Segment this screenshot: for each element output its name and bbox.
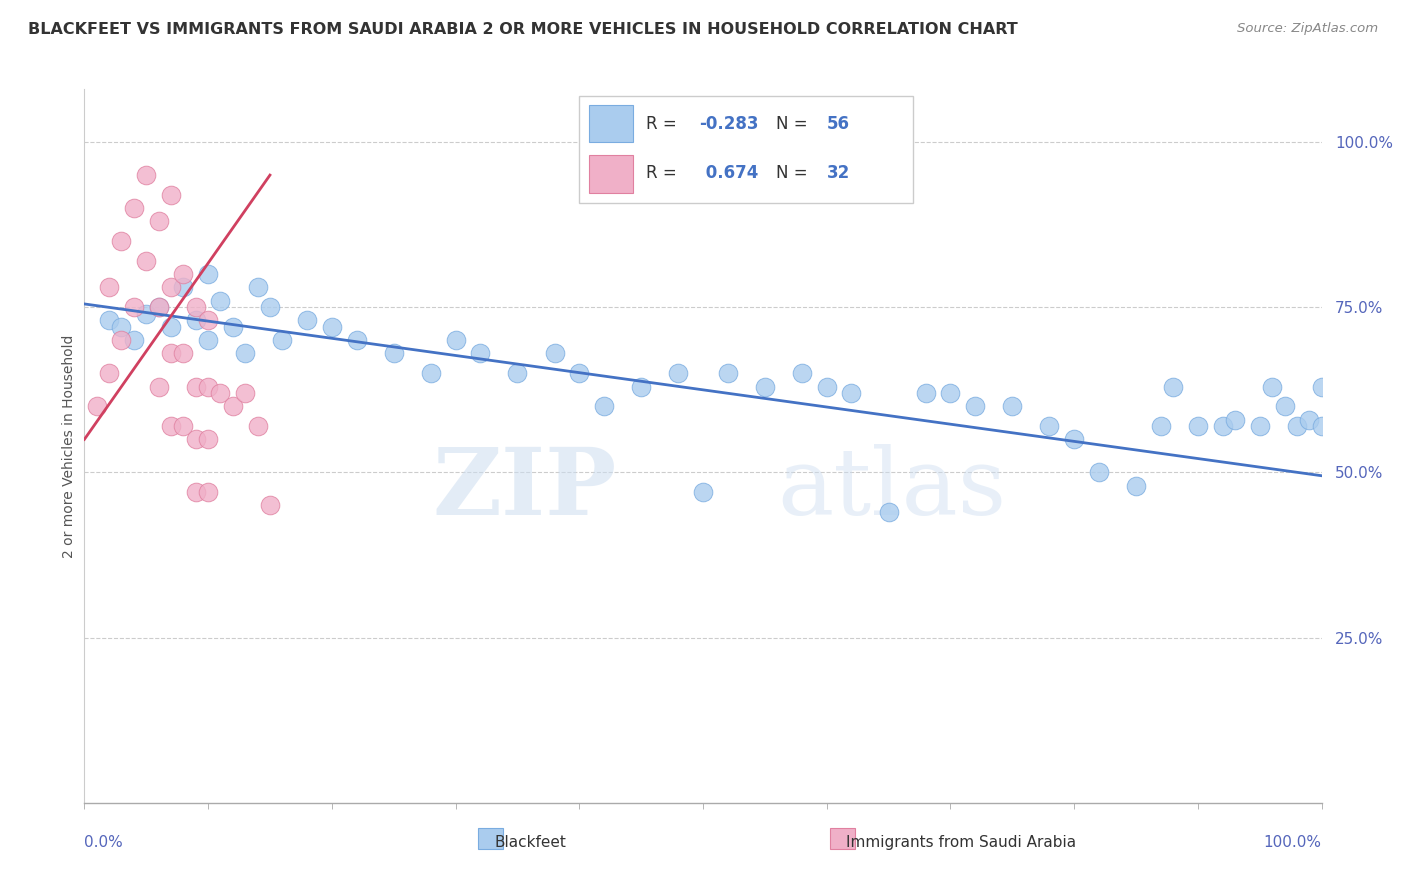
Point <box>135 254 157 268</box>
Point <box>184 485 207 500</box>
Point <box>692 485 714 500</box>
Point <box>295 313 318 327</box>
Point <box>110 320 132 334</box>
Point <box>197 433 219 447</box>
Point <box>1212 419 1234 434</box>
Point <box>321 320 343 334</box>
Point <box>222 400 245 414</box>
Text: Immigrants from Saudi Arabia: Immigrants from Saudi Arabia <box>846 836 1077 850</box>
Point <box>98 313 121 327</box>
Point <box>184 300 207 314</box>
Point <box>593 400 616 414</box>
Point <box>197 267 219 281</box>
Point <box>122 333 145 347</box>
Point <box>209 386 232 401</box>
Point <box>160 280 183 294</box>
Point <box>233 346 256 360</box>
Point <box>717 367 740 381</box>
Point <box>172 280 194 294</box>
Point <box>122 201 145 215</box>
Y-axis label: 2 or more Vehicles in Household: 2 or more Vehicles in Household <box>62 334 76 558</box>
Point <box>148 300 170 314</box>
Text: Blackfeet: Blackfeet <box>495 836 567 850</box>
Point <box>877 505 900 519</box>
Point <box>98 367 121 381</box>
Point <box>209 293 232 308</box>
Point <box>246 280 269 294</box>
Point <box>1187 419 1209 434</box>
Point <box>160 188 183 202</box>
Point <box>197 379 219 393</box>
Point <box>1249 419 1271 434</box>
Point <box>1088 466 1111 480</box>
Point <box>1298 412 1320 426</box>
Point <box>965 400 987 414</box>
FancyBboxPatch shape <box>830 828 855 849</box>
Point <box>197 485 219 500</box>
Point <box>172 346 194 360</box>
Point <box>1310 419 1333 434</box>
Point <box>1274 400 1296 414</box>
Point <box>1223 412 1246 426</box>
Point <box>419 367 441 381</box>
Point <box>110 234 132 248</box>
Point <box>939 386 962 401</box>
Point <box>543 346 565 360</box>
Point <box>1161 379 1184 393</box>
Point <box>1001 400 1024 414</box>
Point <box>184 313 207 327</box>
Point <box>160 419 183 434</box>
Point <box>815 379 838 393</box>
Point <box>1063 433 1085 447</box>
Point <box>506 367 529 381</box>
Point <box>135 168 157 182</box>
Point <box>444 333 467 347</box>
Point <box>470 346 492 360</box>
Point <box>271 333 294 347</box>
Point <box>790 367 813 381</box>
Point <box>841 386 863 401</box>
Text: atlas: atlas <box>778 444 1007 533</box>
Point <box>568 367 591 381</box>
Point <box>148 379 170 393</box>
Point <box>160 346 183 360</box>
Point <box>1038 419 1060 434</box>
Text: 0.0%: 0.0% <box>84 836 124 850</box>
Point <box>222 320 245 334</box>
Point <box>122 300 145 314</box>
Point <box>148 214 170 228</box>
Text: Source: ZipAtlas.com: Source: ZipAtlas.com <box>1237 22 1378 36</box>
Text: BLACKFEET VS IMMIGRANTS FROM SAUDI ARABIA 2 OR MORE VEHICLES IN HOUSEHOLD CORREL: BLACKFEET VS IMMIGRANTS FROM SAUDI ARABI… <box>28 22 1018 37</box>
Point <box>233 386 256 401</box>
Point <box>1310 379 1333 393</box>
Point <box>914 386 936 401</box>
Point <box>382 346 405 360</box>
Point <box>754 379 776 393</box>
Text: ZIP: ZIP <box>432 444 616 533</box>
Point <box>246 419 269 434</box>
Point <box>110 333 132 347</box>
Point <box>1125 478 1147 492</box>
Point <box>1261 379 1284 393</box>
Point <box>666 367 689 381</box>
Point <box>197 333 219 347</box>
Point <box>86 400 108 414</box>
Point <box>135 307 157 321</box>
Point <box>197 313 219 327</box>
Point <box>160 320 183 334</box>
Point <box>172 419 194 434</box>
Text: 100.0%: 100.0% <box>1264 836 1322 850</box>
Point <box>98 280 121 294</box>
Point <box>630 379 652 393</box>
Point <box>259 300 281 314</box>
Point <box>184 379 207 393</box>
Point <box>259 499 281 513</box>
Point <box>1150 419 1173 434</box>
Point <box>346 333 368 347</box>
Point <box>1285 419 1308 434</box>
Point <box>172 267 194 281</box>
FancyBboxPatch shape <box>478 828 503 849</box>
Point <box>184 433 207 447</box>
Point <box>148 300 170 314</box>
